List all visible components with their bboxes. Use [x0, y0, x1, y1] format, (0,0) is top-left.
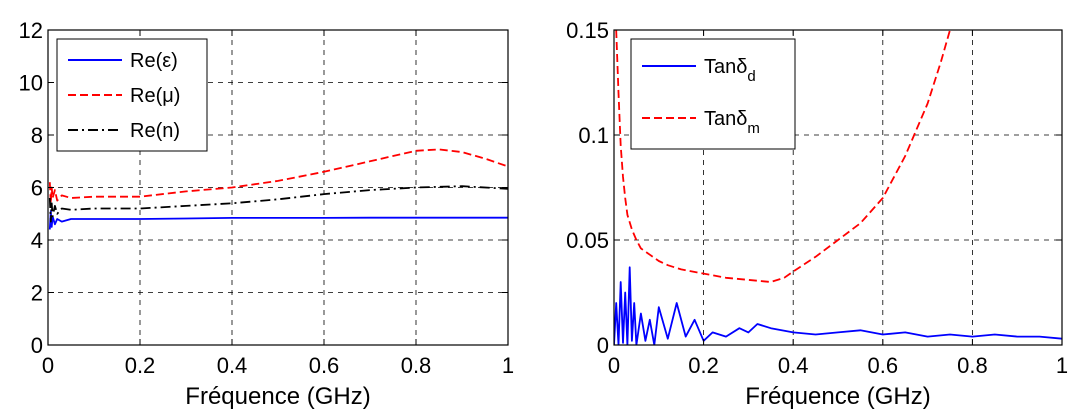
legend-label-tan-m: Tanδm — [704, 108, 760, 137]
right-x-tick-label-1: 0.2 — [688, 353, 719, 378]
right-y-tick-label-2: 0.1 — [578, 123, 609, 148]
right-y-tick-label-1: 0.05 — [566, 228, 609, 253]
left-x-axis-label: Fréquence (GHz) — [185, 383, 370, 410]
left-y-tick-label-5: 10 — [19, 71, 43, 96]
left-y-tick-label-1: 2 — [31, 281, 43, 306]
legend-label-re-mu: Re(μ) — [130, 85, 180, 107]
right-y-tick-label-3: 0.15 — [566, 18, 609, 43]
left-x-tick-label-5: 1 — [502, 353, 514, 378]
left-series-line-1 — [48, 148, 508, 205]
left-series-line-0 — [48, 210, 508, 230]
right-x-tick-label-5: 1 — [1056, 353, 1068, 378]
right-x-tick-label-0: 0 — [608, 353, 620, 378]
left-x-tick-label-4: 0.8 — [401, 353, 432, 378]
left-x-tick-label-2: 0.4 — [217, 353, 248, 378]
left-y-tick-label-0: 0 — [31, 333, 43, 358]
legend-label-tan-d-sub: d — [747, 68, 755, 85]
right-series-line-1 — [615, 30, 951, 283]
left-x-tick-label-3: 0.6 — [309, 353, 340, 378]
left-series-group — [48, 148, 508, 230]
right-legend: Tanδd Tanδm — [630, 38, 796, 150]
right-plot-frame — [613, 29, 1063, 346]
legend-label-tan-d-main: Tanδ — [704, 56, 747, 78]
right-series-line-0 — [614, 266, 1062, 345]
legend-label-tan-m-main: Tanδ — [704, 108, 747, 130]
left-y-tick-label-2: 4 — [31, 228, 43, 253]
left-y-tick-label-4: 8 — [31, 123, 43, 148]
left-y-tick-label-6: 12 — [19, 18, 43, 43]
right-x-tick-label-2: 0.4 — [778, 353, 809, 378]
right-series-group — [614, 30, 1062, 345]
legend-label-tan-d: Tanδd — [704, 56, 756, 85]
left-x-tick-label-1: 0.2 — [125, 353, 156, 378]
right-ticks: 0 0.2 0.4 0.6 0.8 1 0 0.05 0.1 0.15 — [566, 18, 1068, 378]
right-legend-box — [630, 38, 796, 150]
right-x-tick-label-3: 0.6 — [868, 353, 899, 378]
legend-label-tan-m-sub: m — [747, 120, 760, 137]
left-x-tick-label-0: 0 — [42, 353, 54, 378]
left-legend: Re(ε) Re(μ) Re(n) — [56, 38, 208, 152]
right-plot: 0 0.2 0.4 0.6 0.8 1 0 0.05 0.1 0.15 Fréquence (GH… — [566, 18, 1068, 410]
right-x-tick-label-4: 0.8 — [957, 353, 988, 378]
right-x-axis-label: Fréquence (GHz) — [745, 383, 930, 410]
legend-label-re-eps: Re(ε) — [130, 50, 178, 72]
legend-label-re-n: Re(n) — [130, 120, 180, 142]
right-y-tick-label-0: 0 — [597, 333, 609, 358]
left-y-tick-label-3: 6 — [31, 176, 43, 201]
